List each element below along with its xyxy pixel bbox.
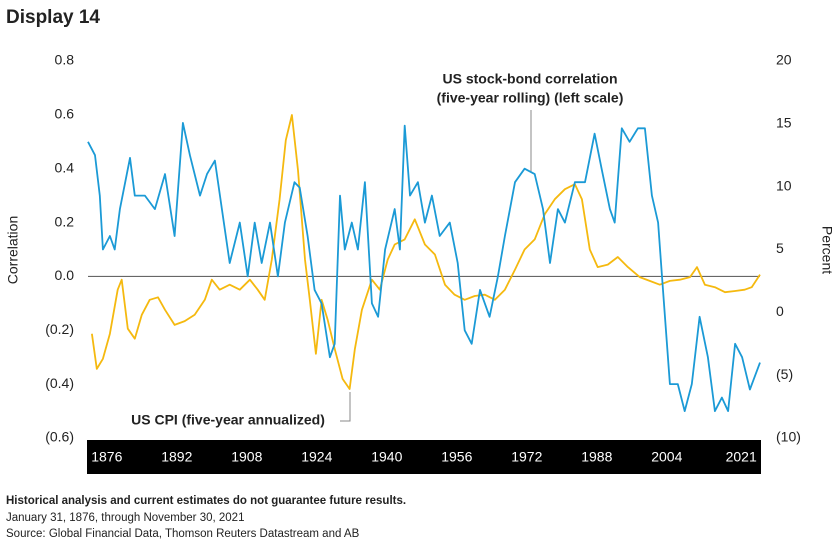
y-tick-label: 0.8 <box>55 52 75 68</box>
y-tick-label: 0.6 <box>55 106 75 122</box>
chart-title: Display 14 <box>6 7 100 28</box>
x-tick-label: 1972 <box>511 449 542 465</box>
annotation: US stock-bond correlation <box>442 71 617 87</box>
y2-tick-label: 10 <box>776 177 792 193</box>
y2-tick-label: 5 <box>776 240 784 256</box>
y2-tick-label: 20 <box>776 52 792 68</box>
x-tick-label: 1956 <box>441 449 472 465</box>
x-tick-label: 1892 <box>161 449 192 465</box>
x-tick-label: 1876 <box>91 449 122 465</box>
x-tick-label: 1940 <box>371 449 402 465</box>
y2-tick-label: 15 <box>776 115 792 131</box>
y-tick-label: (0.6) <box>45 429 74 445</box>
y-tick-label: (0.4) <box>45 375 74 391</box>
leader-line <box>340 392 351 422</box>
y2-tick-label: (10) <box>776 429 801 445</box>
x-axis-band <box>87 440 761 474</box>
y-axis-title: Correlation <box>5 216 21 284</box>
y-tick-label: (0.2) <box>45 321 74 337</box>
y-tick-label: 0.4 <box>55 159 75 175</box>
x-tick-label: 2004 <box>651 449 682 465</box>
y2-tick-label: 0 <box>776 303 784 319</box>
note: Historical analysis and current estimate… <box>6 495 406 507</box>
y-tick-label: 0.0 <box>55 267 75 283</box>
x-tick-label: 1988 <box>581 449 612 465</box>
x-tick-label: 1924 <box>301 449 332 465</box>
footnote: January 31, 1876, through November 30, 2… <box>6 512 244 524</box>
y-tick-label: 0.2 <box>55 213 75 229</box>
footnote: Source: Global Financial Data, Thomson R… <box>6 528 360 540</box>
y2-tick-label: (5) <box>776 366 793 382</box>
y2-axis-title: Percent <box>819 226 835 274</box>
x-tick-label: 2021 <box>726 449 757 465</box>
annotation: US CPI (five-year annualized) <box>131 412 325 428</box>
annotation: (five-year rolling) (left scale) <box>437 90 624 106</box>
data-line <box>87 122 761 412</box>
x-tick-label: 1908 <box>231 449 262 465</box>
data-line <box>91 114 761 390</box>
